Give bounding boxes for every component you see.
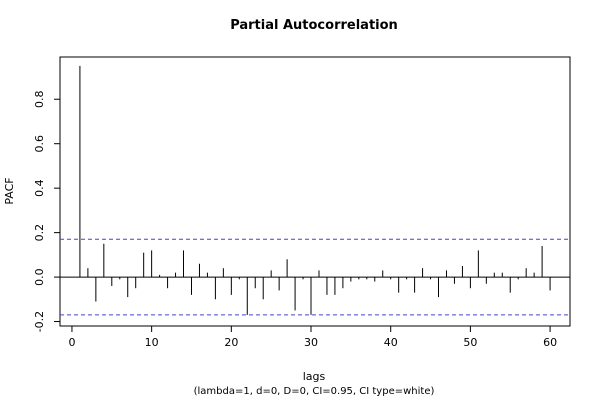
x-axis: 0 10 20 30 40 50 60 xyxy=(68,326,557,349)
chart-title: Partial Autocorrelation xyxy=(230,18,398,33)
x-tick-label: 0 xyxy=(68,336,75,349)
y-tick-label: -0.2 xyxy=(33,311,46,332)
x-tick-label: 60 xyxy=(543,336,557,349)
plot-frame xyxy=(59,56,571,327)
y-tick-label: 0.6 xyxy=(33,135,46,153)
x-tick-label: 40 xyxy=(384,336,398,349)
pacf-bars xyxy=(79,65,551,315)
chart-subtitle: (lambda=1, d=0, D=0, CI=0.95, CI type=wh… xyxy=(194,386,435,397)
x-tick-label: 30 xyxy=(304,336,318,349)
x-tick-label: 20 xyxy=(224,336,238,349)
x-tick-label: 10 xyxy=(145,336,159,349)
confidence-band xyxy=(60,238,570,316)
y-tick-label: 0.4 xyxy=(33,179,46,197)
y-tick-label: 0.2 xyxy=(33,224,46,242)
x-tick-label: 50 xyxy=(463,336,477,349)
y-axis-label: PACF xyxy=(3,177,16,204)
x-axis-label: lags xyxy=(303,370,326,383)
y-axis: -0.2 0.0 0.2 0.4 0.6 0.8 xyxy=(33,90,60,332)
y-tick-label: 0.8 xyxy=(33,90,46,108)
y-tick-label: 0.0 xyxy=(33,268,46,286)
